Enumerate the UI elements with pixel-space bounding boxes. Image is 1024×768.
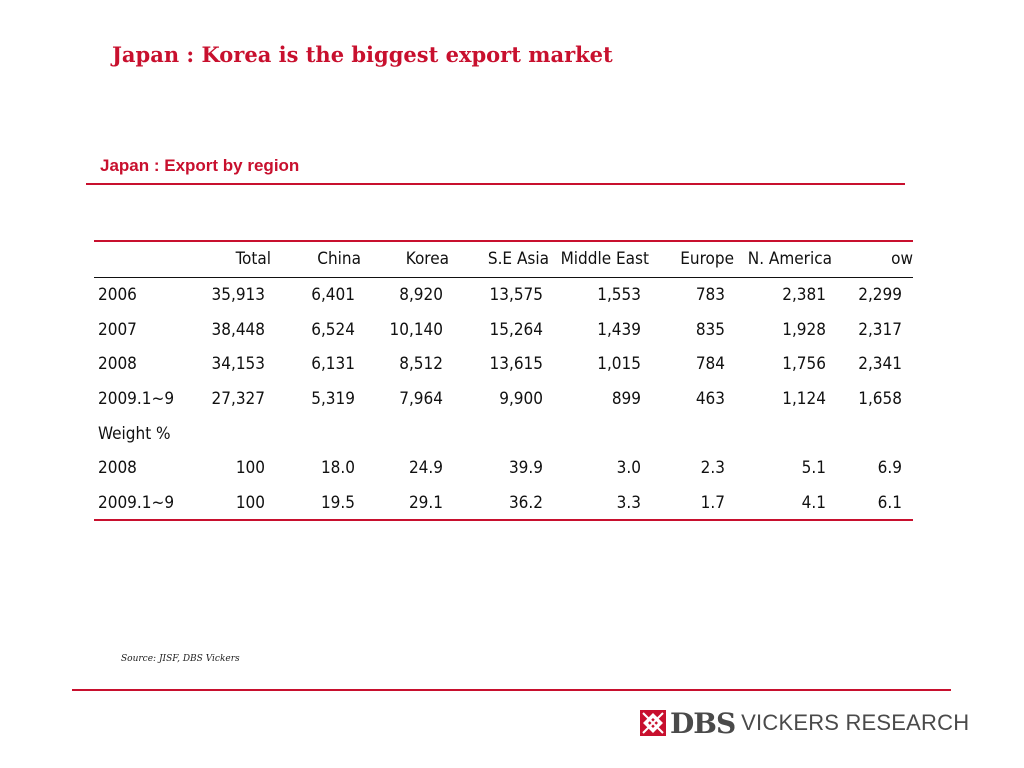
row-label-cell: 2008 bbox=[98, 458, 137, 479]
data-cell bbox=[276, 416, 367, 451]
data-cell: 5,319 bbox=[311, 389, 355, 410]
data-cell: 13,575 bbox=[489, 285, 544, 306]
data-cell: 35,913 bbox=[211, 285, 266, 306]
data-cell: 463 bbox=[695, 389, 725, 410]
data-cell: 6,524 bbox=[311, 319, 355, 340]
data-cell bbox=[549, 416, 649, 451]
row-label-cell: 2006 bbox=[98, 285, 137, 306]
data-cell: 4.1 bbox=[801, 493, 826, 514]
data-cell: 13,615 bbox=[489, 354, 544, 375]
logo-tagline: VICKERS RESEARCH bbox=[741, 710, 970, 735]
data-cell: 1,756 bbox=[782, 354, 826, 375]
footer-divider bbox=[72, 689, 951, 691]
logo-brand: DBS bbox=[670, 706, 736, 740]
source-note: Source: JISF, DBS Vickers bbox=[121, 654, 240, 664]
row-label-cell: 2009.1~9 bbox=[98, 389, 175, 410]
header-cell: ow bbox=[832, 242, 913, 278]
table-title: Japan : Export by region bbox=[100, 156, 300, 175]
table-header-row: Total China Korea S.E Asia Middle East E… bbox=[94, 242, 913, 278]
data-cell: 2,341 bbox=[858, 354, 902, 375]
data-cell: 9,900 bbox=[499, 389, 543, 410]
table-bottom-rule bbox=[94, 519, 913, 521]
data-cell: 24.9 bbox=[408, 458, 443, 479]
data-cell: 3.0 bbox=[616, 458, 641, 479]
data-cell: 36.2 bbox=[508, 493, 543, 514]
slide-title: Japan : Korea is the biggest export mark… bbox=[112, 42, 613, 67]
data-cell bbox=[832, 416, 913, 451]
data-cell bbox=[452, 416, 549, 451]
data-cell: 27,327 bbox=[211, 389, 266, 410]
header-cell: Europe bbox=[649, 242, 734, 278]
data-cell: 899 bbox=[611, 389, 641, 410]
data-cell: 1,928 bbox=[782, 319, 826, 340]
table-row: 2008 34,153 6,131 8,512 13,615 1,015 784 1,756 2… bbox=[94, 347, 913, 382]
data-cell: 2,299 bbox=[858, 285, 902, 306]
data-cell: 2.3 bbox=[700, 458, 725, 479]
row-label-cell: 2007 bbox=[98, 319, 137, 340]
header-cell: Korea bbox=[367, 242, 452, 278]
data-cell: 15,264 bbox=[489, 319, 544, 340]
data-cell: 6,401 bbox=[311, 285, 355, 306]
data-cell: 2,381 bbox=[782, 285, 826, 306]
data-cell: 1,553 bbox=[597, 285, 641, 306]
header-cell bbox=[94, 242, 194, 278]
dbs-logo-icon bbox=[640, 710, 666, 736]
data-cell: 3.3 bbox=[616, 493, 641, 514]
header-cell: Total bbox=[194, 242, 276, 278]
row-label-cell: 2008 bbox=[98, 354, 137, 375]
dbs-vickers-logo: DBS VICKERS RESEARCH bbox=[640, 705, 969, 741]
data-cell: 784 bbox=[695, 354, 725, 375]
data-cell bbox=[194, 416, 276, 451]
data-cell: 1,124 bbox=[782, 389, 826, 410]
data-cell: 100 bbox=[235, 458, 265, 479]
data-cell: 39.9 bbox=[508, 458, 543, 479]
data-cell: 5.1 bbox=[801, 458, 826, 479]
data-cell: 38,448 bbox=[211, 319, 266, 340]
export-table: Total China Korea S.E Asia Middle East E… bbox=[94, 242, 913, 521]
data-cell bbox=[734, 416, 832, 451]
header-cell: N. America bbox=[734, 242, 832, 278]
data-cell: 7,964 bbox=[399, 389, 443, 410]
data-cell: 6.9 bbox=[877, 458, 902, 479]
data-cell: 783 bbox=[695, 285, 725, 306]
data-cell: 835 bbox=[695, 319, 725, 340]
table-row: 2009.1~9 100 19.5 29.1 36.2 3.3 1.7 4.1 6.1 bbox=[94, 486, 913, 521]
data-cell: 6,131 bbox=[311, 354, 355, 375]
data-cell: 100 bbox=[235, 493, 265, 514]
row-label-cell: Weight % bbox=[98, 423, 171, 444]
data-cell: 1,439 bbox=[597, 319, 641, 340]
table-row: 2007 38,448 6,524 10,140 15,264 1,439 835 1,928… bbox=[94, 312, 913, 347]
data-cell: 1.7 bbox=[700, 493, 725, 514]
data-cell: 8,920 bbox=[399, 285, 443, 306]
data-cell: 8,512 bbox=[399, 354, 443, 375]
data-cell bbox=[649, 416, 734, 451]
table-row: Weight % bbox=[94, 416, 913, 451]
header-cell: Middle East bbox=[549, 242, 649, 278]
row-label-cell: 2009.1~9 bbox=[98, 493, 175, 514]
data-cell: 29.1 bbox=[408, 493, 443, 514]
data-cell: 34,153 bbox=[211, 354, 266, 375]
header-cell: S.E Asia bbox=[452, 242, 549, 278]
data-cell: 1,658 bbox=[858, 389, 902, 410]
data-cell: 2,317 bbox=[858, 319, 902, 340]
data-cell: 18.0 bbox=[320, 458, 355, 479]
data-cell: 1,015 bbox=[597, 354, 641, 375]
table-row: 2006 35,913 6,401 8,920 13,575 1,553 783 2,381 2… bbox=[94, 277, 913, 312]
data-cell: 6.1 bbox=[877, 493, 902, 514]
table-body: 2006 35,913 6,401 8,920 13,575 1,553 783 2,381 2… bbox=[94, 277, 913, 520]
header-cell: China bbox=[276, 242, 367, 278]
data-cell: 19.5 bbox=[320, 493, 355, 514]
title-divider bbox=[86, 183, 905, 185]
data-cell bbox=[367, 416, 452, 451]
data-cell: 10,140 bbox=[389, 319, 444, 340]
table-row: 2008 100 18.0 24.9 39.9 3.0 2.3 5.1 6.9 bbox=[94, 451, 913, 486]
table-top-rule bbox=[94, 240, 913, 242]
table-row: 2009.1~9 27,327 5,319 7,964 9,900 899 463 1,124… bbox=[94, 382, 913, 417]
